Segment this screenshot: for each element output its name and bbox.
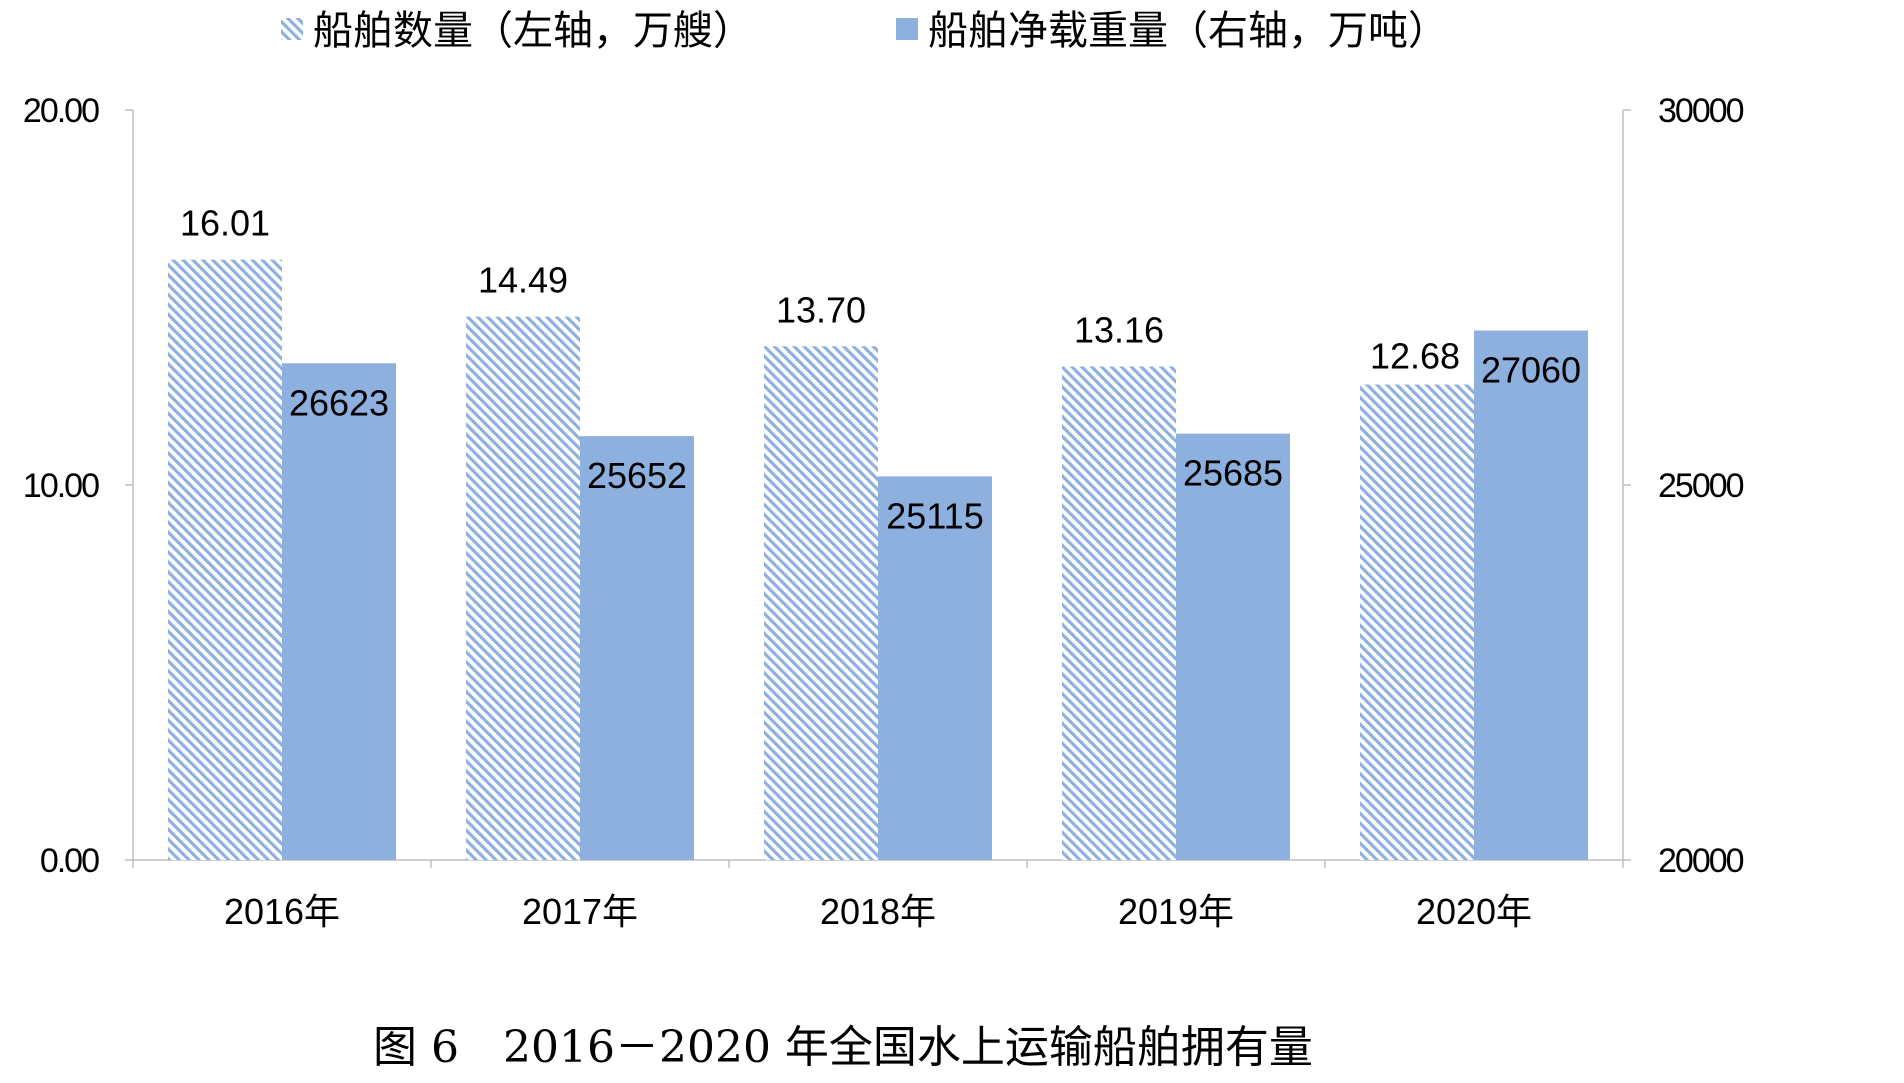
category-label: 2019年 <box>1118 891 1234 932</box>
left-tick-label: 20.00 <box>23 92 99 130</box>
bar-vessel-count <box>764 346 878 860</box>
data-label-vessel-count: 13.70 <box>776 289 866 330</box>
left-tick-label: 0.00 <box>40 842 99 880</box>
left-axis-ticks: 0.00 10.00 20.00 <box>23 92 101 880</box>
data-label-vessel-count: 14.49 <box>478 260 568 301</box>
legend-swatch-vessel-count <box>281 18 303 40</box>
category-label: 2018年 <box>820 891 936 932</box>
right-tick-label: 25000 <box>1658 467 1744 505</box>
bar-vessel-tonnage <box>580 436 694 860</box>
legend-swatch-vessel-tonnage <box>896 18 918 40</box>
data-label-vessel-tonnage: 25685 <box>1183 453 1283 494</box>
category-label: 2016年 <box>224 891 340 932</box>
bar-vessel-tonnage <box>878 476 992 860</box>
bar-vessel-count <box>1360 384 1474 860</box>
data-label-vessel-count: 16.01 <box>180 203 270 244</box>
chart-caption: 图 6 2016－2020 年全国水上运输船舶拥有量 <box>373 1022 1313 1073</box>
bar-vessel-count <box>168 259 282 860</box>
right-tick-label: 20000 <box>1658 842 1744 880</box>
legend-label-vessel-tonnage: 船舶净载重量（右轴，万吨） <box>928 8 1448 54</box>
category-labels: 2016年 2017年 2018年 2019年 2020年 <box>224 891 1532 932</box>
right-axis-ticks: 20000 25000 30000 <box>1658 92 1746 880</box>
bar-vessel-count <box>1062 366 1176 860</box>
bar-vessel-tonnage <box>1474 330 1588 860</box>
bar-vessel-tonnage <box>282 363 396 860</box>
bar-vessel-tonnage <box>1176 433 1290 860</box>
category-label: 2017年 <box>522 891 638 932</box>
right-tick-label: 30000 <box>1658 92 1744 130</box>
data-label-vessel-count: 13.16 <box>1074 310 1164 351</box>
tick-marks <box>125 109 1631 868</box>
bar-vessel-count <box>466 316 580 860</box>
data-label-vessel-tonnage: 26623 <box>289 382 389 423</box>
data-label-vessel-tonnage: 25115 <box>886 495 983 536</box>
data-label-vessel-count: 12.68 <box>1370 336 1460 377</box>
left-tick-label: 10.00 <box>23 467 99 505</box>
legend-label-vessel-count: 船舶数量（左轴，万艘） <box>313 8 753 54</box>
data-label-vessel-tonnage: 27060 <box>1481 350 1581 391</box>
data-label-vessel-tonnage: 25652 <box>587 455 687 496</box>
category-label: 2020年 <box>1416 891 1532 932</box>
bars: 16.01 26623 14.49 25652 13.70 25115 13.16 25685… <box>168 203 1588 860</box>
legend: 船舶数量（左轴，万艘） 船舶净载重量（右轴，万吨） <box>281 8 1448 54</box>
